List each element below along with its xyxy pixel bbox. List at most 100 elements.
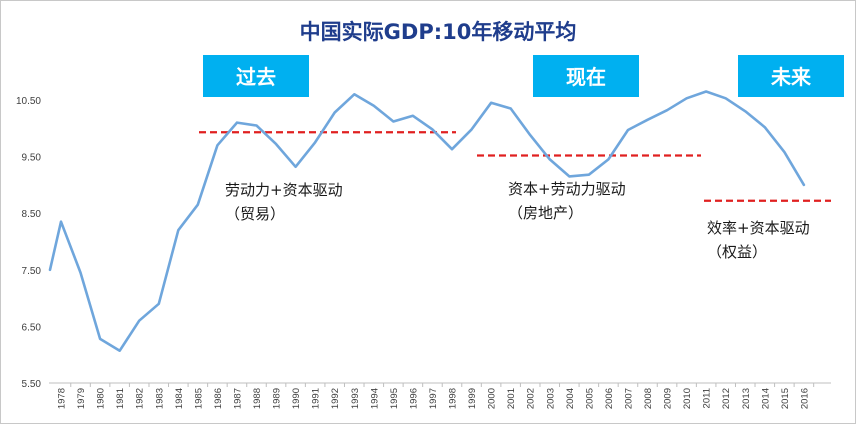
data-point xyxy=(450,147,455,152)
x-tick-label: 2016 xyxy=(799,388,810,409)
data-point xyxy=(723,96,728,101)
x-tick-label: 1980 xyxy=(96,388,107,409)
x-tick-label: 2000 xyxy=(487,388,498,409)
x-tick-label: 2002 xyxy=(526,388,537,409)
y-axis: 5.50 6.50 7.50 8.50 9.50 10.50 xyxy=(16,96,41,390)
period-labels: 过去 现在 未来 xyxy=(203,55,844,97)
chart-title: 中国实际GDP:10年移动平均 xyxy=(300,20,577,44)
x-tick-label: 2006 xyxy=(604,388,615,409)
y-tick-label: 8.50 xyxy=(22,209,42,220)
data-point xyxy=(567,174,572,179)
data-point xyxy=(117,348,122,353)
x-tick-label: 2001 xyxy=(506,388,517,409)
period-label-box xyxy=(203,55,309,97)
period-level-lines xyxy=(199,131,831,202)
gdp-series-line xyxy=(48,90,806,352)
series-layer xyxy=(48,89,806,353)
data-point xyxy=(586,172,591,177)
data-point xyxy=(606,157,611,162)
annotations: 劳动力+资本驱动 （贸易） 资本+劳动力驱动 （房地产） 效率+资本驱动 （权益） xyxy=(225,180,810,261)
y-tick-label: 5.50 xyxy=(22,379,42,390)
annotation-text: 效率+资本驱动 xyxy=(707,219,810,237)
data-point xyxy=(98,336,103,341)
y-tick-label: 9.50 xyxy=(22,153,42,164)
period-label-box xyxy=(738,55,844,97)
data-point xyxy=(665,108,670,113)
data-point xyxy=(371,103,376,108)
annotation-text: （房地产） xyxy=(508,204,583,222)
data-point xyxy=(234,120,239,125)
data-point xyxy=(293,164,298,169)
annotation-text: （权益） xyxy=(707,243,767,261)
x-tick-label: 1995 xyxy=(389,388,400,409)
data-point xyxy=(547,157,552,162)
data-point xyxy=(489,100,494,105)
period-label: 未来 xyxy=(771,65,812,89)
x-tick-label: 2005 xyxy=(584,388,595,409)
period-label: 现在 xyxy=(566,65,606,89)
x-tick-label: 1984 xyxy=(174,388,185,409)
x-tick-label: 1998 xyxy=(448,388,459,409)
x-tick-label: 2010 xyxy=(682,388,693,409)
x-tick-label: 1991 xyxy=(311,388,322,409)
x-tick-label: 1996 xyxy=(408,388,419,409)
x-tick-label: 1978 xyxy=(57,388,68,409)
data-point xyxy=(645,117,650,122)
annotation-text: （贸易） xyxy=(225,205,285,223)
data-point xyxy=(704,89,709,94)
data-point xyxy=(332,110,337,115)
x-tick-label: 2013 xyxy=(741,388,752,409)
data-point xyxy=(469,127,474,132)
data-point xyxy=(156,301,161,306)
x-tick-label: 1993 xyxy=(350,388,361,409)
data-point xyxy=(137,318,142,323)
data-point xyxy=(762,125,767,130)
y-tick-label: 6.50 xyxy=(22,322,42,333)
data-point xyxy=(195,202,200,207)
data-point xyxy=(176,228,181,233)
x-tick-label: 2014 xyxy=(760,388,771,409)
x-tick-label: 2007 xyxy=(623,388,634,409)
y-tick-label: 7.50 xyxy=(22,266,42,277)
x-tick-label: 2008 xyxy=(643,388,654,409)
data-point xyxy=(743,109,748,114)
data-point xyxy=(430,127,435,132)
x-tick-label: 1990 xyxy=(291,388,302,409)
x-tick-label: 2011 xyxy=(702,388,713,408)
x-tick-label: 1992 xyxy=(330,388,341,409)
x-tick-label: 1988 xyxy=(252,388,263,409)
x-tick-label: 1994 xyxy=(369,388,380,409)
y-tick-label: 10.50 xyxy=(16,96,41,107)
x-tick-label: 2004 xyxy=(565,388,576,409)
x-tick-label: 2012 xyxy=(721,388,732,409)
x-tick-label: 1999 xyxy=(467,388,478,409)
x-tick-label: 2015 xyxy=(780,388,791,409)
data-point xyxy=(410,113,415,118)
x-axis: 1978 1979 1980 1981 1982 1983 1984 1985 1986 1987… xyxy=(49,382,831,409)
annotation-text: 资本+劳动力驱动 xyxy=(508,180,626,198)
x-tick-label: 1983 xyxy=(154,388,165,409)
x-tick-label: 1985 xyxy=(193,388,204,409)
x-tick-label: 2003 xyxy=(545,388,556,409)
x-tick-label: 1982 xyxy=(135,388,146,409)
x-tick-label: 1979 xyxy=(76,388,87,409)
data-point xyxy=(274,142,279,147)
data-point xyxy=(684,96,689,101)
x-tick-label: 1981 xyxy=(115,388,126,409)
period-label-box xyxy=(533,55,639,97)
x-tick-label: 1986 xyxy=(213,388,224,409)
data-point xyxy=(625,127,630,132)
data-point xyxy=(352,92,357,97)
x-tick-label: 1987 xyxy=(232,388,243,409)
data-point xyxy=(313,140,318,145)
x-tick-label: 1997 xyxy=(428,388,439,409)
data-point xyxy=(782,150,787,155)
x-tick-label: 1989 xyxy=(272,388,283,409)
annotation-text: 劳动力+资本驱动 xyxy=(225,181,343,199)
data-point xyxy=(508,106,513,111)
data-point xyxy=(59,219,64,224)
period-label: 过去 xyxy=(236,65,276,89)
data-point xyxy=(528,133,533,138)
